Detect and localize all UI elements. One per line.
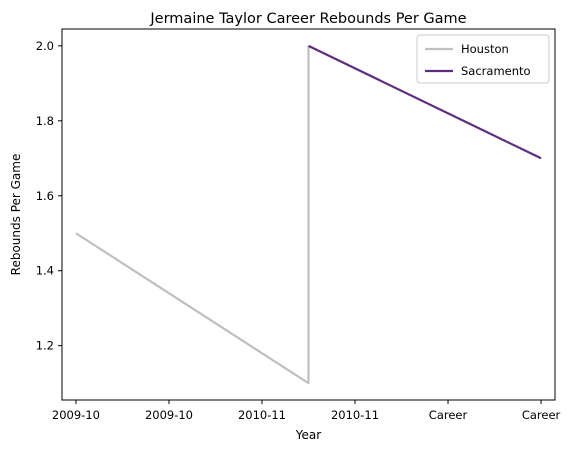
y-tick-label: 1.2 (36, 339, 54, 353)
series-line-sacramento (308, 44, 542, 160)
x-axis-label: Year (295, 428, 321, 442)
x-tick-label: 2009-10 (145, 408, 193, 422)
axes-frame (61, 28, 556, 401)
x-tick-label: 2010-11 (331, 408, 379, 422)
legend: Houston Sacramento (416, 34, 550, 84)
y-axis-ticks: 1.2 1.4 1.6 1.8 2.0 (36, 39, 62, 353)
legend-label-sacramento: Sacramento (461, 64, 531, 78)
x-tick-label: Career (522, 408, 561, 422)
x-tick-label: 2010-11 (238, 408, 286, 422)
plot-lines (75, 44, 542, 385)
y-tick-label: 1.4 (36, 264, 54, 278)
x-tick-label: Career (429, 408, 468, 422)
x-axis-ticks: 2009-10 2009-10 2010-11 2010-11 Career Career (52, 400, 561, 422)
series-line-houston (75, 45, 310, 385)
y-tick-label: 1.8 (36, 114, 54, 128)
axes (61, 28, 556, 401)
chart-title: Jermaine Taylor Career Rebounds Per Game (149, 11, 466, 27)
y-tick-label: 2.0 (36, 39, 54, 53)
legend-label-houston: Houston (461, 42, 509, 56)
x-tick-label: 2009-10 (52, 408, 100, 422)
y-tick-label: 1.6 (36, 189, 54, 203)
y-axis-label: Rebounds Per Game (9, 154, 23, 276)
